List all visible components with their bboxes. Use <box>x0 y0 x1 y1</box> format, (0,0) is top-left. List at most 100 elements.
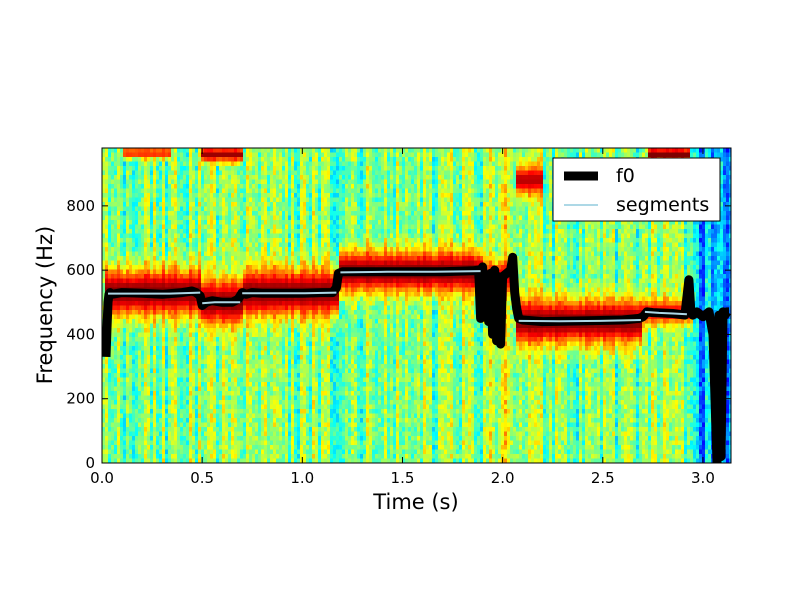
heatmap-cell <box>114 296 118 302</box>
heatmap-cell <box>291 409 295 414</box>
heatmap-cell <box>186 148 190 153</box>
heatmap-cell <box>246 364 250 369</box>
heatmap-cell <box>135 332 139 338</box>
heatmap-cell <box>159 400 163 405</box>
heatmap-cell <box>261 184 265 189</box>
heatmap-cell <box>102 296 106 302</box>
heatmap-cell <box>270 283 274 288</box>
heatmap-cell <box>309 301 313 306</box>
heatmap-cell <box>285 350 289 356</box>
heatmap-cell <box>135 256 139 261</box>
heatmap-cell <box>294 373 298 378</box>
heatmap-cell <box>114 377 118 383</box>
heatmap-cell <box>186 346 190 351</box>
heatmap-cell <box>168 256 172 261</box>
heatmap-cell <box>252 310 256 315</box>
heatmap-cell <box>306 188 310 194</box>
heatmap-cell <box>243 238 247 243</box>
heatmap-cell <box>192 418 196 423</box>
heatmap-cell <box>147 314 151 320</box>
heatmap-cell <box>123 382 127 387</box>
heatmap-cell <box>189 179 193 185</box>
heatmap-cell <box>234 283 238 288</box>
heatmap-cell <box>120 373 124 378</box>
heatmap-cell <box>216 247 220 252</box>
heatmap-cell <box>258 364 262 369</box>
heatmap-cell <box>201 188 205 194</box>
heatmap-cell <box>150 413 154 419</box>
heatmap-cell <box>129 296 133 302</box>
heatmap-cell <box>255 409 259 414</box>
heatmap-cell <box>201 256 205 261</box>
heatmap-cell <box>177 449 181 455</box>
heatmap-cell <box>156 409 160 414</box>
heatmap-cell <box>162 220 166 225</box>
heatmap-cell <box>207 170 211 176</box>
heatmap-cell <box>258 418 262 423</box>
heatmap-cell <box>255 305 259 311</box>
heatmap-cell <box>249 445 253 450</box>
heatmap-cell <box>150 260 154 266</box>
heatmap-cell <box>138 328 142 333</box>
heatmap-cell <box>273 278 277 284</box>
heatmap-cell <box>216 391 220 396</box>
heatmap-cell <box>270 148 274 153</box>
heatmap-cell <box>309 341 313 347</box>
heatmap-cell <box>219 152 223 158</box>
heatmap-cell <box>117 431 121 437</box>
heatmap-cell <box>165 220 169 225</box>
heatmap-cell <box>309 445 313 450</box>
heatmap-cell <box>285 328 289 333</box>
heatmap-cell <box>159 418 163 423</box>
heatmap-cell <box>291 355 295 360</box>
heatmap-cell <box>261 427 265 432</box>
heatmap-cell <box>198 224 202 230</box>
heatmap-cell <box>234 202 238 207</box>
heatmap-cell <box>123 454 127 459</box>
heatmap-cell <box>168 233 172 239</box>
heatmap-cell <box>243 175 247 180</box>
heatmap-cell <box>231 382 235 387</box>
heatmap-cell <box>291 152 295 158</box>
heatmap-cell <box>195 400 199 405</box>
heatmap-cell <box>204 449 208 455</box>
heatmap-cell <box>162 224 166 230</box>
heatmap-cell <box>231 364 235 369</box>
heatmap-cell <box>228 364 232 369</box>
heatmap-cell <box>228 445 232 450</box>
heatmap-cell <box>312 274 316 279</box>
heatmap-cell <box>225 454 229 459</box>
heatmap-cell <box>312 454 316 459</box>
heatmap-cell <box>255 152 259 158</box>
heatmap-cell <box>171 233 175 239</box>
heatmap-cell <box>120 422 124 428</box>
heatmap-cell <box>249 436 253 441</box>
heatmap-cell <box>162 422 166 428</box>
heatmap-cell <box>138 386 142 392</box>
heatmap-cell <box>264 197 268 203</box>
heatmap-cell <box>303 368 307 374</box>
heatmap-cell <box>162 301 166 306</box>
heatmap-cell <box>285 269 289 275</box>
heatmap-cell <box>213 346 217 351</box>
heatmap-cell <box>174 305 178 311</box>
heatmap-cell <box>120 166 124 171</box>
heatmap-cell <box>132 305 136 311</box>
heatmap-cell <box>222 377 226 383</box>
heatmap-cell <box>282 269 286 275</box>
heatmap-cell <box>294 170 298 176</box>
heatmap-cell <box>282 251 286 257</box>
heatmap-cell <box>117 337 121 342</box>
heatmap-cell <box>267 269 271 275</box>
heatmap-cell <box>225 377 229 383</box>
heatmap-cell <box>144 382 148 387</box>
heatmap-cell <box>237 337 241 342</box>
heatmap-cell <box>297 301 301 306</box>
heatmap-cell <box>141 386 145 392</box>
heatmap-cell <box>270 391 274 396</box>
heatmap-cell <box>294 301 298 306</box>
heatmap-cell <box>297 418 301 423</box>
heatmap-cell <box>192 377 196 383</box>
heatmap-cell <box>273 458 277 463</box>
heatmap-cell <box>231 170 235 176</box>
